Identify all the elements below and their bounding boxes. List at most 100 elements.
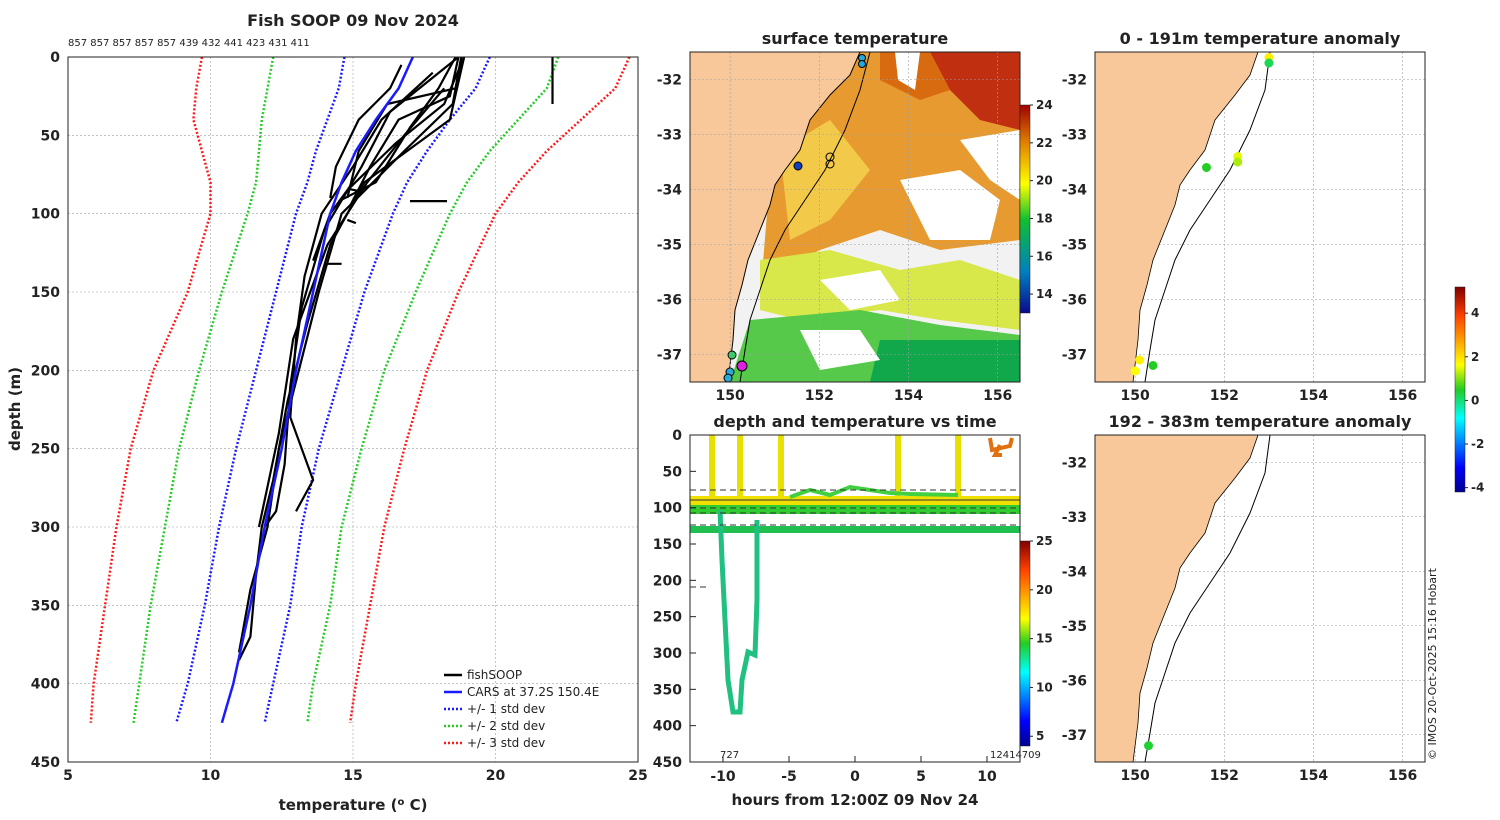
time-ytick: 200 xyxy=(653,573,682,589)
time-track xyxy=(789,484,959,499)
anomaly-shallow-ytick: -37 xyxy=(1062,348,1087,364)
anomaly-shallow-ytick: -33 xyxy=(1062,128,1087,144)
anomaly-shallow-isobath xyxy=(1144,52,1271,382)
sst-xtick: 152 xyxy=(805,388,834,404)
legend-std1: +/- 1 std dev xyxy=(467,702,545,716)
legend-fishsoop: fishSOOP xyxy=(467,668,522,682)
sst-ticks: 150 152 154 156 -32 -33 -34 -35 -36 -37 xyxy=(657,73,1013,405)
anomaly-shallow-xtick: 154 xyxy=(1299,388,1328,404)
anomaly-deep-xtick: 152 xyxy=(1210,768,1239,784)
anomaly-deep-points xyxy=(1144,741,1154,751)
anomaly-deep-title: 192 - 383m temperature anomaly xyxy=(1109,412,1412,431)
anomaly-deep-map xyxy=(1095,435,1425,762)
profile-ytick: 450 xyxy=(31,755,60,771)
time-xtick: 5 xyxy=(916,769,926,785)
anomaly-colorbar-tick: -4 xyxy=(1471,481,1484,495)
sst-xtick: 150 xyxy=(716,388,745,404)
legend-std3: +/- 3 std dev xyxy=(467,736,545,750)
profile-title: Fish SOOP 09 Nov 2024 xyxy=(247,11,459,30)
sst-station xyxy=(825,152,835,162)
time-xtick: -10 xyxy=(710,769,736,785)
anomaly-deep-ytick: -33 xyxy=(1062,510,1087,526)
time-ytick: 400 xyxy=(653,719,682,735)
anomaly-deep-ytick: -32 xyxy=(1062,455,1087,471)
profile-xlabel: temperature (o C) xyxy=(279,796,428,814)
sst-station xyxy=(858,60,866,68)
anomaly-panel-deep: 192 - 383m temperature anomaly 150 152 154… xyxy=(1062,412,1426,784)
anomaly-point xyxy=(1148,361,1158,370)
anomaly-deep-xtick: 154 xyxy=(1299,768,1328,784)
time-ytick: 50 xyxy=(663,464,683,480)
anomaly-deep-ytick: -36 xyxy=(1062,673,1087,689)
anomaly-colorbar-tick: 0 xyxy=(1471,393,1479,407)
std-dev-line xyxy=(348,57,631,724)
anomaly-point xyxy=(1264,58,1274,68)
profile-ytick: 350 xyxy=(31,598,60,614)
sst-isobath xyxy=(739,52,871,382)
anomaly-colorbar xyxy=(1454,286,1466,493)
profile-axes-frame xyxy=(67,56,639,763)
sst-colorbar-tick: 16 xyxy=(1036,249,1053,263)
profile-ytick: 300 xyxy=(31,520,60,536)
anomaly-shallow-frame xyxy=(1094,51,1426,383)
profile-ytick: 200 xyxy=(31,363,60,379)
sst-ytick: -32 xyxy=(657,73,682,89)
sst-colorbar-tick: 20 xyxy=(1036,174,1053,188)
sst-hot-region xyxy=(930,52,1020,130)
anomaly-colorbar-tick: -2 xyxy=(1471,437,1484,451)
fishsoop-profile xyxy=(289,71,434,512)
anomaly-deep-xtick: 150 xyxy=(1121,768,1150,784)
time-colorbar-ticks: 5 10 15 20 25 xyxy=(1030,534,1053,743)
anomaly-shallow-ytick: -34 xyxy=(1062,183,1088,199)
sst-cloud-2 xyxy=(960,130,1020,200)
sst-station xyxy=(723,373,733,382)
sst-station xyxy=(727,350,737,360)
profile-ylabel: depth (m) xyxy=(6,367,24,451)
anomaly-shallow-map xyxy=(1095,52,1425,382)
std-dev-line xyxy=(132,57,275,724)
sst-xtick: 154 xyxy=(894,388,923,404)
time-ytick: 150 xyxy=(653,537,682,553)
anomaly-shallow-xtick: 156 xyxy=(1388,388,1417,404)
anomaly-point xyxy=(1130,366,1140,376)
std-dev-line xyxy=(175,57,346,724)
time-xtick: -5 xyxy=(781,769,797,785)
fishsoop-profile xyxy=(257,87,446,528)
sst-colorbar-tick: 14 xyxy=(1036,287,1053,301)
anomaly-shallow-ytick: -32 xyxy=(1062,73,1087,89)
anomaly-colorbar-tick: 4 xyxy=(1471,306,1479,320)
time-ytick: 450 xyxy=(653,755,682,771)
time-panel: depth and temperature vs time -10 -5 0 5 100… xyxy=(653,412,1053,809)
profile-ytick: 150 xyxy=(31,285,60,301)
sst-colorbar-tick: 22 xyxy=(1036,136,1053,150)
time-colorbar-tick: 5 xyxy=(1036,729,1044,743)
profile-xtick: 20 xyxy=(486,768,506,784)
legend-std2: +/- 2 std dev xyxy=(467,719,545,733)
time-ytick: 300 xyxy=(653,646,682,662)
sst-colorbar-tick: 18 xyxy=(1036,211,1053,225)
anomaly-shallow-title: 0 - 191m temperature anomaly xyxy=(1120,29,1401,48)
anomaly-deep-isobath xyxy=(1144,435,1271,762)
sst-cloud-3 xyxy=(820,270,900,310)
sst-colorbar xyxy=(1019,104,1031,314)
anomaly-point xyxy=(1135,355,1145,365)
profile-ytick: 0 xyxy=(50,50,60,66)
profile-ytick: 50 xyxy=(41,128,61,144)
sst-map-area xyxy=(690,52,1020,382)
std-dev-line xyxy=(306,57,560,724)
std-dev-line xyxy=(89,57,212,723)
fishsoop-profile xyxy=(263,57,460,528)
time-series-plot xyxy=(690,435,1020,762)
sst-cloud-5 xyxy=(895,52,920,90)
fishsoop-segment xyxy=(346,218,357,225)
time-band-green xyxy=(690,505,1020,514)
time-colorbar-tick: 10 xyxy=(1036,680,1053,694)
anomaly-shallow-ticks: 150 152 154 156 -32 -33 -34 -35 -36 -37 xyxy=(1062,73,1418,405)
anomaly-deep-ticks: 150 152 154 156 -32 -33 -34 -35 -36 -37 xyxy=(1062,455,1418,784)
time-annotation-mark xyxy=(988,437,1014,457)
time-xtick: 10 xyxy=(977,769,997,785)
fishsoop-profile xyxy=(238,57,466,661)
anomaly-point xyxy=(1201,163,1211,172)
